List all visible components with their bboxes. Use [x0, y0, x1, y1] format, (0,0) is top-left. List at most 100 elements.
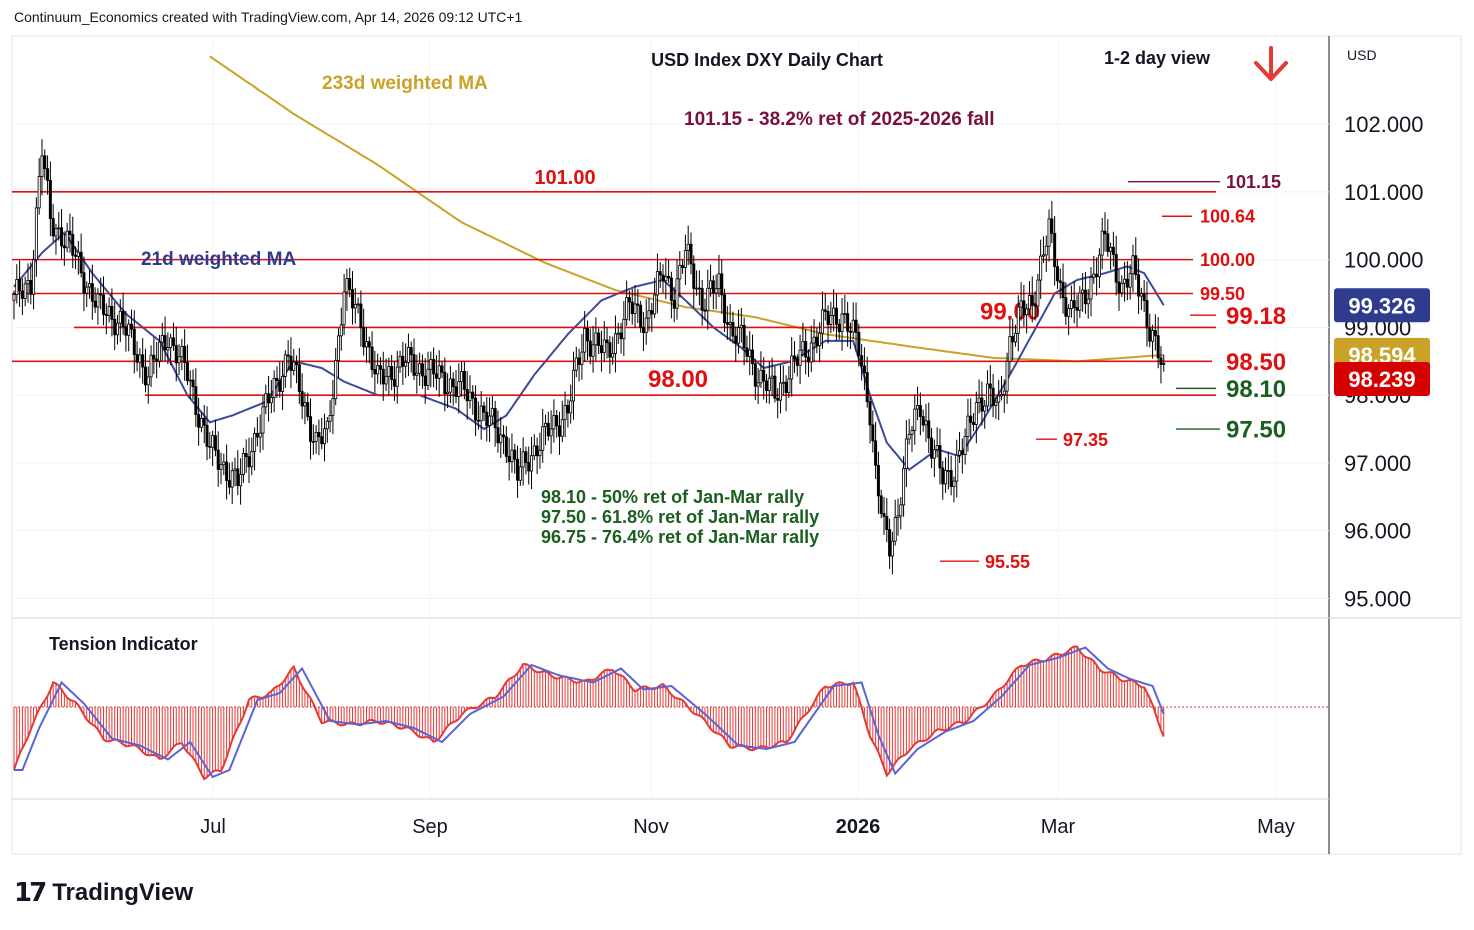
fib-note-3: 96.75 - 76.4% ret of Jan-Mar rally — [541, 527, 819, 547]
candle-body — [583, 328, 587, 353]
candle-body — [37, 176, 41, 209]
candle-body — [1151, 329, 1155, 342]
candle-body — [580, 351, 584, 365]
candle-body — [241, 453, 245, 475]
candle-body — [1036, 279, 1040, 307]
candle-body — [74, 254, 78, 257]
candle-body — [18, 278, 22, 292]
candle-body — [54, 228, 58, 237]
candle-body — [197, 414, 201, 428]
candle-body — [787, 378, 791, 394]
candle-body — [62, 245, 66, 249]
candle-body — [574, 357, 578, 371]
candle-body — [1142, 293, 1146, 301]
candle-body — [647, 310, 651, 319]
candle-body — [323, 428, 327, 445]
chart-frame — [11, 35, 1462, 855]
ma21-label: 21d weighted MA — [141, 249, 296, 270]
price-badge — [1334, 361, 1430, 396]
candle-body — [334, 360, 338, 400]
candle-body — [281, 376, 285, 392]
candle-body — [1081, 289, 1085, 294]
candle-body — [71, 234, 75, 256]
candle-body — [381, 368, 385, 385]
candle-body — [398, 355, 402, 368]
candle-body — [82, 272, 86, 294]
candle-body — [426, 368, 430, 386]
x-tick-label: Mar — [1041, 816, 1076, 838]
candle-body — [834, 307, 838, 325]
candle-body — [328, 414, 332, 422]
candle-body — [185, 362, 189, 382]
candle-body — [585, 328, 589, 342]
candle-body — [711, 280, 715, 294]
chart-title: USD Index DXY Daily Chart — [651, 50, 883, 70]
candle-body — [608, 342, 612, 358]
candle-body — [742, 324, 746, 349]
candle-body — [460, 371, 464, 383]
candle-body — [966, 415, 970, 437]
candle-body — [625, 297, 629, 320]
ma21-path — [13, 230, 1165, 472]
candle-body — [202, 417, 206, 426]
candle-body — [213, 435, 217, 451]
candle-body — [401, 355, 405, 367]
candle-body — [1016, 306, 1020, 334]
candle-body — [20, 290, 24, 299]
candle-body — [588, 340, 592, 357]
ma233-label: 233d weighted MA — [322, 73, 488, 94]
candle-body — [541, 426, 545, 451]
candle-body — [309, 416, 313, 442]
candle-body — [157, 341, 161, 362]
candle-body — [188, 379, 192, 382]
candlesticks — [12, 139, 1166, 575]
candle-body — [737, 327, 741, 344]
tradingview-logo[interactable]: 17 TradingView — [14, 878, 193, 908]
candle-body — [1011, 336, 1015, 343]
candle-body — [446, 391, 450, 395]
y-tick-label: 100.000 — [1344, 248, 1424, 273]
candle-body — [1148, 327, 1152, 342]
candle-body — [141, 354, 145, 368]
candle-body — [770, 375, 774, 379]
candle-body — [208, 445, 212, 448]
candle-body — [1033, 304, 1037, 307]
candle-body — [832, 307, 836, 316]
candle-body — [1111, 246, 1115, 255]
x-tick-label: Sep — [412, 816, 448, 838]
candle-body — [342, 291, 346, 326]
candle-body — [370, 346, 374, 370]
candle-body — [597, 332, 601, 346]
candle-body — [1145, 300, 1149, 329]
candle-body — [739, 324, 743, 329]
candle-body — [944, 470, 948, 485]
candle-body — [1047, 218, 1051, 247]
candle-body — [317, 432, 321, 438]
candle-body — [448, 378, 452, 393]
candle-body — [57, 227, 61, 230]
ma233-line — [209, 55, 1164, 363]
candle-body — [451, 378, 455, 388]
candle-body — [107, 305, 111, 316]
point-label: 95.55 — [985, 552, 1030, 572]
candle-body — [1159, 357, 1163, 365]
candle-body — [429, 359, 433, 370]
candle-body — [692, 263, 696, 289]
candle-body — [1162, 363, 1166, 365]
candle-body — [639, 304, 643, 328]
candle-body — [745, 347, 749, 357]
candle-body — [728, 322, 732, 325]
candle-body — [510, 449, 514, 463]
candle-body — [219, 464, 223, 470]
candle-body — [672, 300, 676, 309]
candle-body — [616, 332, 620, 335]
candle-body — [848, 330, 852, 333]
candle-body — [653, 294, 657, 315]
candle-body — [605, 339, 609, 344]
x-tick-label: Nov — [633, 816, 669, 838]
candle-body — [790, 355, 794, 380]
candle-body — [974, 402, 978, 425]
candle-body — [283, 354, 287, 377]
candle-body — [116, 322, 120, 336]
